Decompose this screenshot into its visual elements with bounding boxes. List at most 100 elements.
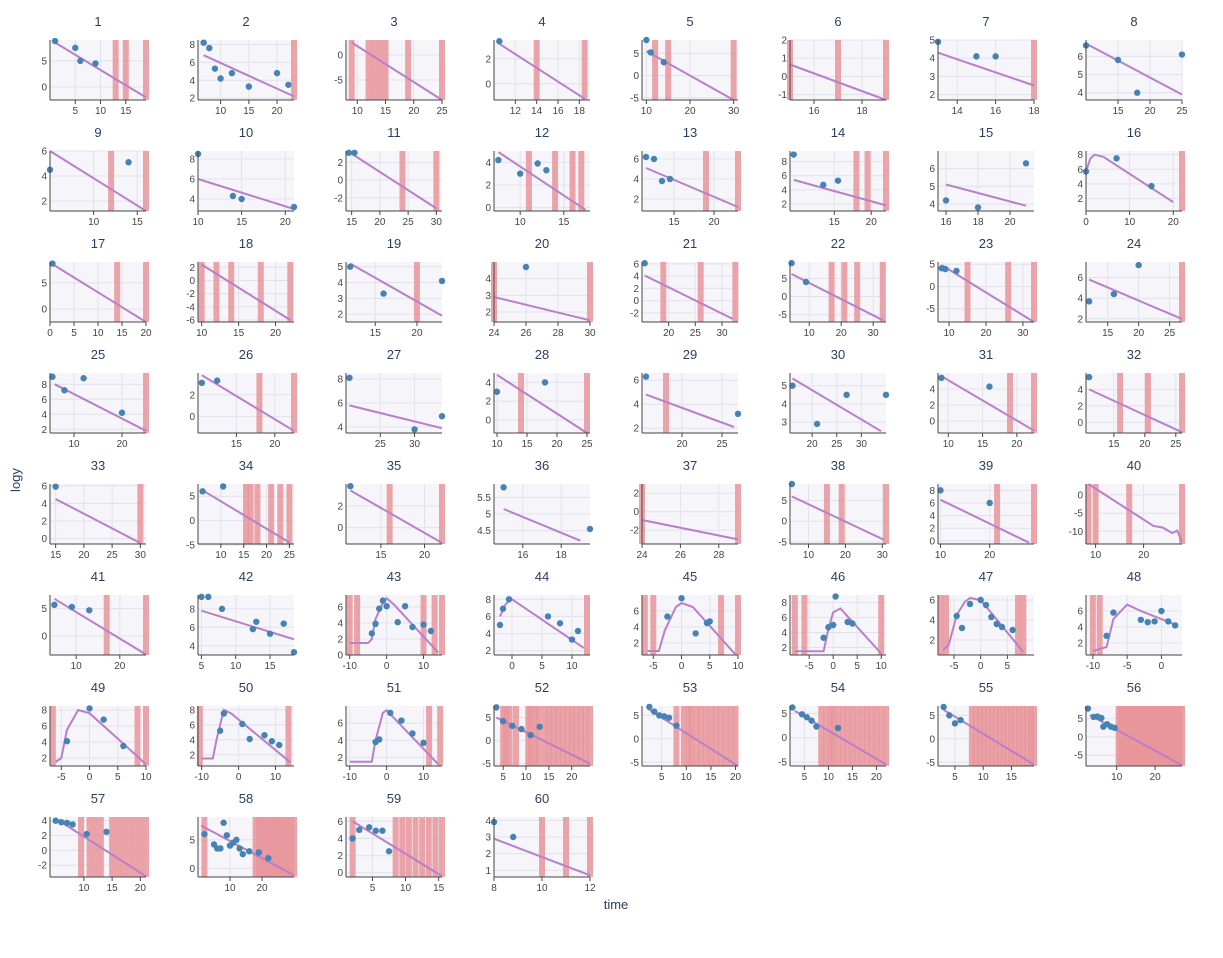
event-bar xyxy=(533,40,540,100)
x-tick-label: 20 xyxy=(866,217,878,228)
y-tick-label: 2 xyxy=(633,489,639,500)
panel-title: 36 xyxy=(535,458,549,473)
data-point xyxy=(1103,632,1110,639)
data-point xyxy=(219,483,227,490)
x-tick-label: 10 xyxy=(732,661,744,672)
data-point xyxy=(650,155,658,163)
y-tick-label: 0 xyxy=(41,534,47,545)
y-tick-label: 2 xyxy=(485,180,491,191)
y-tick-label: 4 xyxy=(485,816,491,827)
data-point xyxy=(692,630,699,637)
x-tick-label: 20 xyxy=(114,661,126,672)
x-tick-label: -10 xyxy=(194,772,209,783)
x-tick-label: 15 xyxy=(236,217,248,228)
y-tick-label: 2 xyxy=(485,646,491,657)
y-tick-label: 4 xyxy=(929,385,935,396)
x-tick-label: 15 xyxy=(120,106,132,117)
fit-line xyxy=(1088,278,1183,320)
y-tick-label: 5 xyxy=(41,278,47,289)
data-point xyxy=(394,619,401,626)
event-bar xyxy=(718,595,725,655)
plot-area xyxy=(938,484,1034,544)
event-bar xyxy=(277,484,284,544)
data-point xyxy=(568,636,576,643)
x-tick-label: 18 xyxy=(556,550,568,561)
y-tick-label: 4 xyxy=(929,199,935,210)
x-tick-label: 30 xyxy=(1017,328,1029,339)
x-tick-label: 10 xyxy=(192,217,204,228)
panel-title: 55 xyxy=(979,680,993,695)
event-bar xyxy=(564,706,571,766)
y-tick-label: 5 xyxy=(189,835,195,846)
x-tick-label: 0 xyxy=(978,661,984,672)
panel-title: 9 xyxy=(94,125,101,140)
fit-line xyxy=(202,489,290,544)
y-tick-label: -5 xyxy=(926,304,935,315)
panel-title: 52 xyxy=(535,680,549,695)
fit-line xyxy=(945,183,1027,207)
y-tick-label: 4 xyxy=(485,378,491,389)
panel-41: 0 5 10 20 41 xyxy=(41,569,149,672)
event-bar xyxy=(883,40,889,100)
y-tick-label: -2 xyxy=(334,193,343,204)
panel-57: -2 0 2 4 10 15 20 57 xyxy=(38,791,149,894)
fit-line xyxy=(493,837,591,877)
event-bar xyxy=(512,706,519,766)
x-tick-label: 20 xyxy=(1168,217,1180,228)
x-tick-label: 10 xyxy=(803,550,815,561)
event-bar xyxy=(365,40,372,100)
y-tick-label: 0 xyxy=(1077,418,1083,429)
fit-line xyxy=(789,63,887,101)
x-tick-label: 10 xyxy=(491,439,503,450)
fit-line xyxy=(940,498,1030,544)
x-tick-label: 20 xyxy=(566,772,578,783)
panel-40: -10 -5 0 10 20 40 xyxy=(1069,458,1185,561)
data-point xyxy=(86,607,93,614)
data-point xyxy=(543,167,550,174)
x-tick-label: 28 xyxy=(713,550,725,561)
data-point xyxy=(246,848,253,855)
x-tick-label: 18 xyxy=(972,217,984,228)
x-tick-label: 0 xyxy=(509,661,515,672)
fit-line xyxy=(55,498,141,544)
x-tick-label: 5 xyxy=(802,772,808,783)
data-point xyxy=(385,848,393,855)
y-tick-label: 4 xyxy=(485,629,491,640)
panel-39: 02 4 68 10 20 39 xyxy=(929,458,1037,561)
x-tick-label: 15 xyxy=(375,550,387,561)
y-tick-label: 2 xyxy=(781,36,787,47)
data-point xyxy=(664,613,671,620)
event-bar xyxy=(254,484,261,544)
event-bar xyxy=(405,40,412,100)
y-tick-label: 6 xyxy=(337,817,343,828)
data-point xyxy=(216,727,224,734)
panel-32: 0 2 4 15 20 25 32 xyxy=(1077,347,1185,450)
y-tick-label: -5 xyxy=(482,759,491,770)
data-point xyxy=(974,204,982,211)
y-tick-label: 6 xyxy=(41,395,47,406)
event-bar xyxy=(287,817,294,877)
x-tick-label: 15 xyxy=(50,550,62,561)
event-bar xyxy=(275,817,281,877)
event-bar xyxy=(573,706,580,766)
data-point xyxy=(290,649,298,656)
data-point xyxy=(958,624,966,632)
event-bar xyxy=(439,817,445,877)
panel-7: 2 3 4 5 14 16 18 7 xyxy=(929,14,1040,117)
y-tick-label: 4 xyxy=(633,400,639,411)
x-tick-label: 20 xyxy=(730,772,742,783)
x-tick-label: 15 xyxy=(829,217,841,228)
data-point xyxy=(820,634,827,641)
y-tick-label: 6 xyxy=(929,596,935,607)
y-tick-label: 5 xyxy=(337,262,343,273)
data-point xyxy=(427,627,435,635)
panel-56: -5 0 5 10 20 56 xyxy=(1074,680,1185,783)
x-tick-label: 8 xyxy=(491,883,497,894)
y-tick-label: 6 xyxy=(189,175,195,186)
y-tick-label: 0 xyxy=(781,72,787,83)
x-tick-label: 15 xyxy=(238,550,250,561)
x-tick-label: 10 xyxy=(270,772,282,783)
event-bar xyxy=(735,484,741,544)
event-bar xyxy=(1096,595,1103,655)
